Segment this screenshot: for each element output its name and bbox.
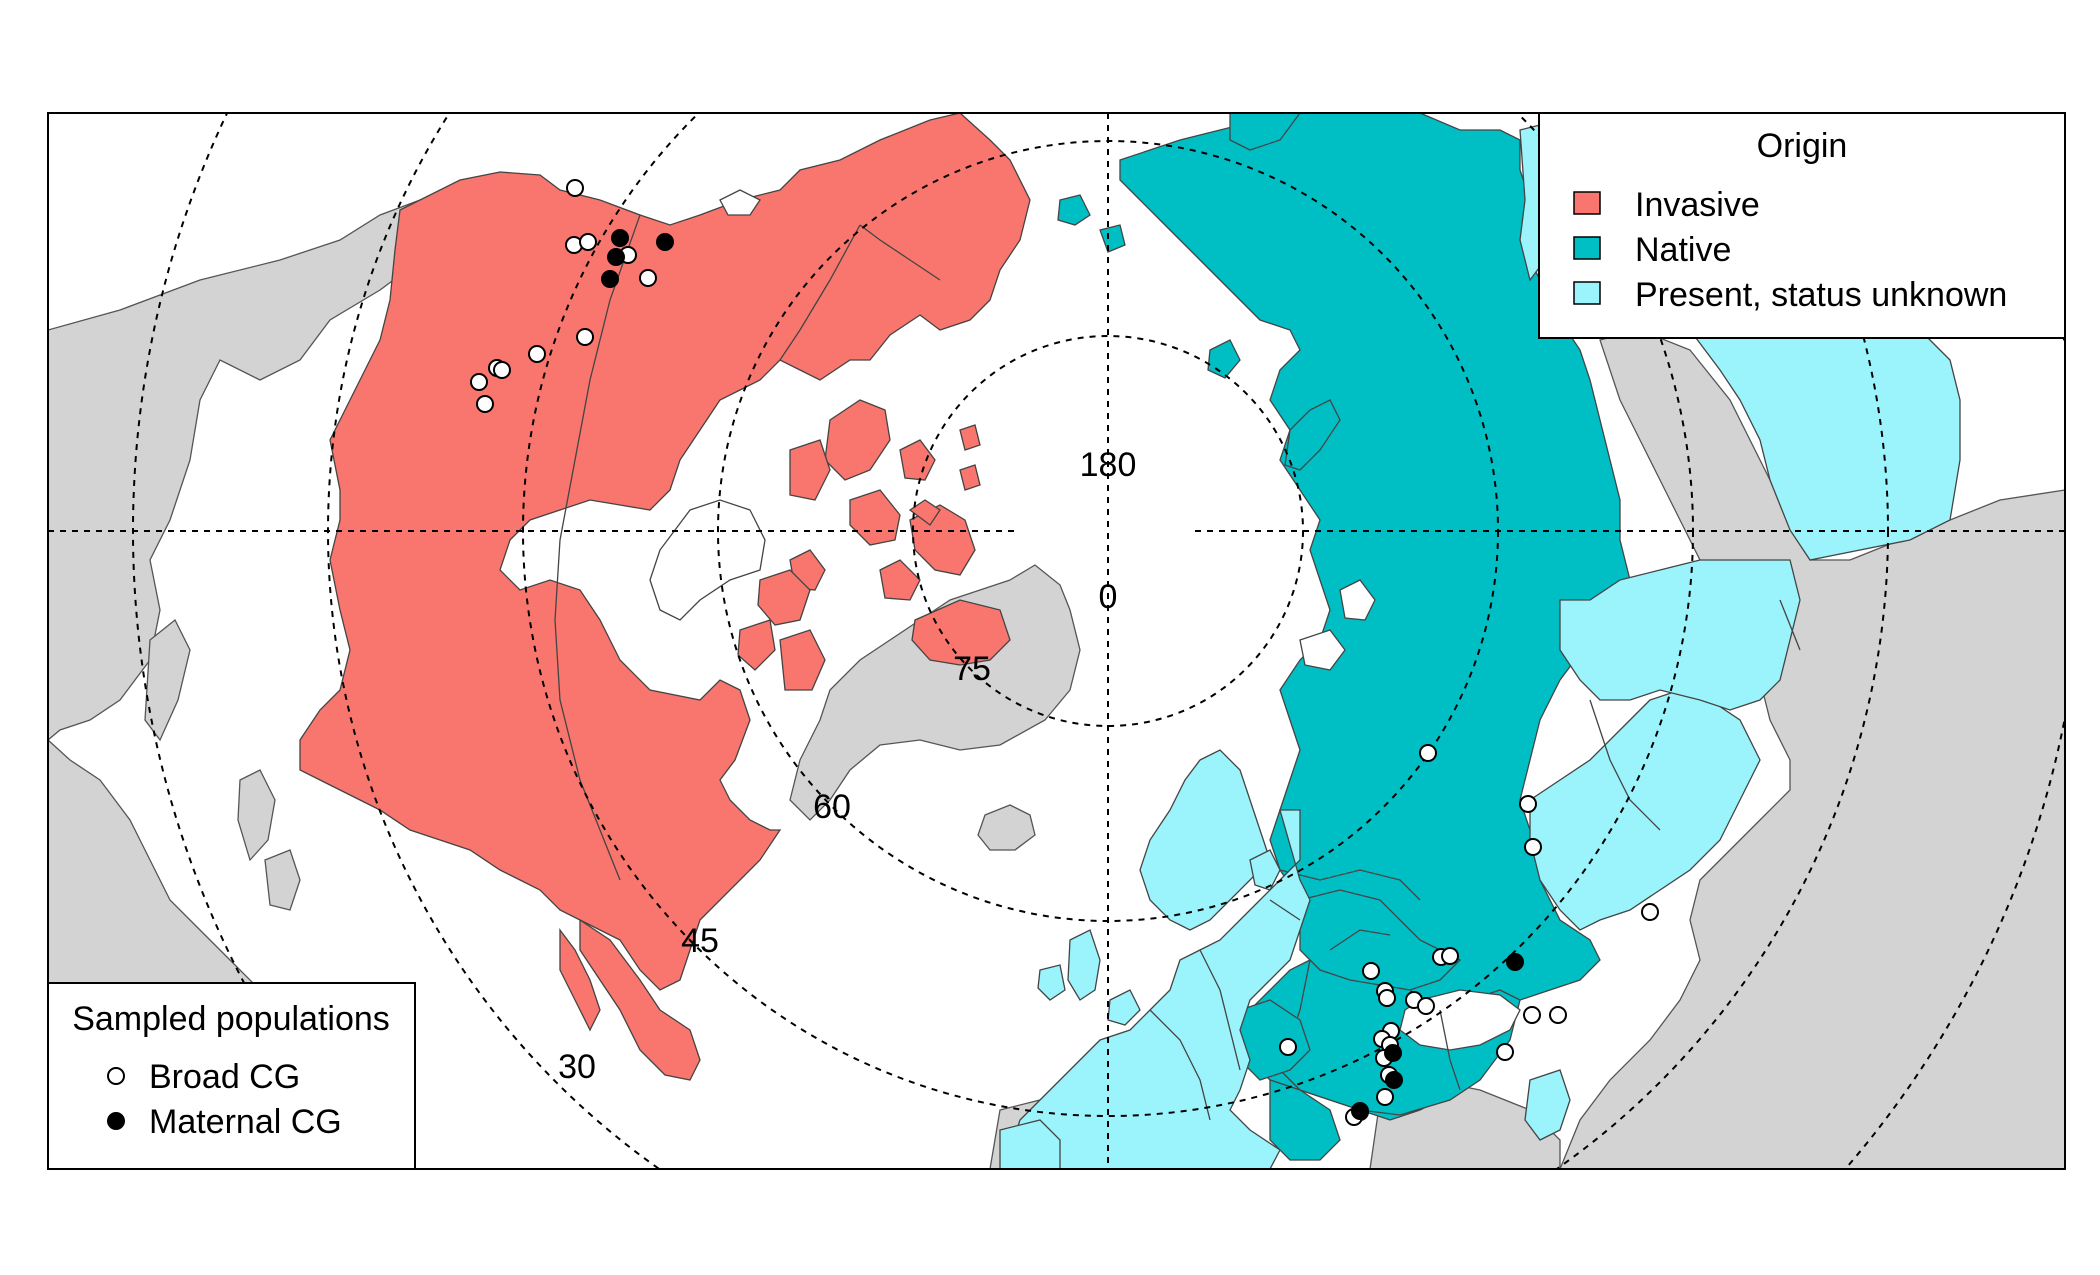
origin-legend: Origin Invasive Native Present, status u…: [1538, 112, 2066, 339]
broad-cg-point: [1378, 989, 1396, 1007]
legend-swatch-invasive: [1573, 191, 1601, 215]
legend-label-native: Native: [1635, 231, 1731, 269]
broad-cg-point: [493, 361, 511, 379]
sampled-points: [470, 179, 1659, 1126]
legend-symbol-maternal: [107, 1112, 125, 1130]
legend-swatch-native: [1573, 236, 1601, 260]
broad-cg-point: [476, 395, 494, 413]
broad-cg-point: [1279, 1038, 1297, 1056]
maternal-cg-point: [607, 248, 625, 266]
broad-cg-point: [528, 345, 546, 363]
legend-symbol-broad: [107, 1067, 125, 1085]
legend-label-unknown: Present, status unknown: [1635, 276, 2007, 314]
broad-cg-point: [639, 269, 657, 287]
broad-cg-point: [1417, 997, 1435, 1015]
maternal-cg-point: [611, 229, 629, 247]
broad-cg-point: [470, 373, 488, 391]
broad-cg-point: [1524, 838, 1542, 856]
maternal-cg-point: [1385, 1071, 1403, 1089]
broad-cg-point: [576, 328, 594, 346]
hudson-bay: [649, 499, 766, 621]
broad-cg-point: [1496, 1043, 1514, 1061]
broad-cg-point: [566, 179, 584, 197]
lat-label-45: 45: [681, 922, 719, 960]
lat-label-75: 75: [953, 650, 991, 688]
unknown-region: [999, 119, 1961, 1169]
legend-label-maternal: Maternal CG: [149, 1103, 342, 1141]
legend-label-invasive: Invasive: [1635, 186, 1760, 224]
origin-legend-title: Origin: [1757, 127, 1848, 165]
maternal-cg-point: [1506, 953, 1524, 971]
native-region: [1057, 113, 1631, 1161]
maternal-cg-point: [1384, 1044, 1402, 1062]
broad-cg-point: [1362, 962, 1380, 980]
broad-cg-point: [1641, 903, 1659, 921]
lon-label-0: 0: [1099, 578, 1118, 616]
broad-cg-point: [1549, 1006, 1567, 1024]
map-frame: [47, 112, 2066, 1170]
lat-label-30: 30: [558, 1048, 596, 1086]
maternal-cg-point: [1351, 1102, 1369, 1120]
maternal-cg-point: [656, 233, 674, 251]
lon-label-180: 180: [1080, 446, 1137, 484]
broad-cg-point: [1523, 1006, 1541, 1024]
lat-label-60: 60: [813, 788, 851, 826]
broad-cg-point: [1376, 1088, 1394, 1106]
graticule: [48, 113, 2065, 1169]
broad-cg-point: [579, 233, 597, 251]
sampled-legend: Sampled populations Broad CG Maternal CG: [47, 982, 416, 1170]
legend-label-broad: Broad CG: [149, 1058, 300, 1096]
sampled-legend-title: Sampled populations: [72, 1000, 390, 1038]
invasive-region: [299, 113, 1031, 1081]
maternal-cg-point: [601, 270, 619, 288]
legend-swatch-unknown: [1573, 281, 1601, 305]
broad-cg-point: [1419, 744, 1437, 762]
canada-us-border: [554, 214, 641, 881]
broad-cg-point: [1441, 947, 1459, 965]
broad-cg-point: [1519, 795, 1537, 813]
